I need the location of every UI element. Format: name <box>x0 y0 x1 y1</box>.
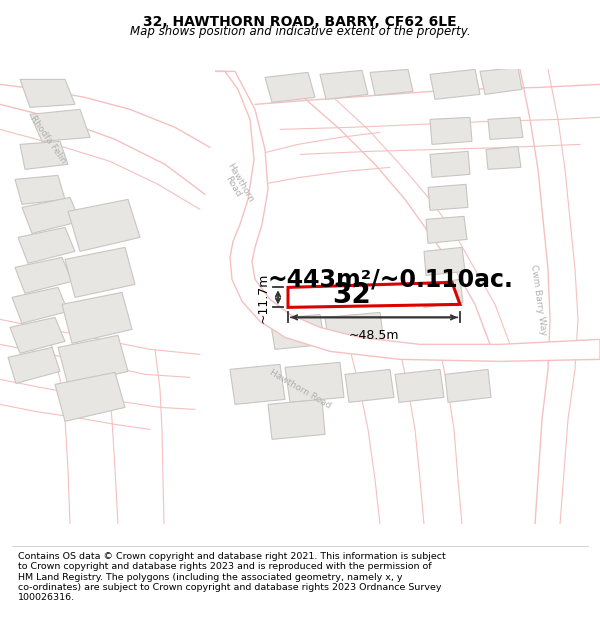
Polygon shape <box>430 151 470 178</box>
Polygon shape <box>268 399 325 439</box>
Text: ~443m²/~0.110ac.: ~443m²/~0.110ac. <box>267 268 513 291</box>
Text: Map shows position and indicative extent of the property.: Map shows position and indicative extent… <box>130 24 470 38</box>
Polygon shape <box>62 292 132 343</box>
Polygon shape <box>428 184 468 211</box>
Polygon shape <box>20 79 75 107</box>
Polygon shape <box>68 199 140 251</box>
Text: 32: 32 <box>332 281 371 309</box>
Polygon shape <box>12 288 68 323</box>
Polygon shape <box>288 282 460 308</box>
Polygon shape <box>22 198 80 233</box>
Polygon shape <box>65 248 135 298</box>
Polygon shape <box>30 109 90 141</box>
Polygon shape <box>445 369 491 402</box>
Text: Contains OS data © Crown copyright and database right 2021. This information is : Contains OS data © Crown copyright and d… <box>18 552 446 602</box>
Polygon shape <box>488 118 523 139</box>
Polygon shape <box>20 141 68 169</box>
Polygon shape <box>10 318 65 353</box>
Polygon shape <box>395 369 444 402</box>
Text: 32, HAWTHORN ROAD, BARRY, CF62 6LE: 32, HAWTHORN ROAD, BARRY, CF62 6LE <box>143 15 457 29</box>
Polygon shape <box>58 336 128 386</box>
Polygon shape <box>15 258 72 293</box>
Polygon shape <box>265 72 315 102</box>
Polygon shape <box>430 69 480 99</box>
Polygon shape <box>325 312 384 346</box>
Polygon shape <box>320 71 368 99</box>
Text: ~48.5m: ~48.5m <box>349 329 399 342</box>
Polygon shape <box>230 364 285 404</box>
Text: Rhodfa Felin: Rhodfa Felin <box>28 114 68 165</box>
Polygon shape <box>480 68 522 94</box>
Polygon shape <box>370 69 413 96</box>
Polygon shape <box>430 118 472 144</box>
Polygon shape <box>215 71 600 361</box>
Text: Cwm Barry Way: Cwm Barry Way <box>529 263 547 336</box>
Text: Hawthorn
Road: Hawthorn Road <box>218 161 256 208</box>
Polygon shape <box>15 176 65 204</box>
Text: Hawthorn Road: Hawthorn Road <box>268 368 332 411</box>
Polygon shape <box>8 348 60 383</box>
Polygon shape <box>55 372 125 421</box>
Polygon shape <box>422 279 463 308</box>
Polygon shape <box>270 314 325 349</box>
Text: ~11.7m: ~11.7m <box>257 272 270 322</box>
Polygon shape <box>345 369 394 402</box>
Polygon shape <box>18 228 75 263</box>
Polygon shape <box>424 248 465 276</box>
Polygon shape <box>285 362 344 403</box>
Polygon shape <box>486 146 521 169</box>
Polygon shape <box>426 216 467 243</box>
